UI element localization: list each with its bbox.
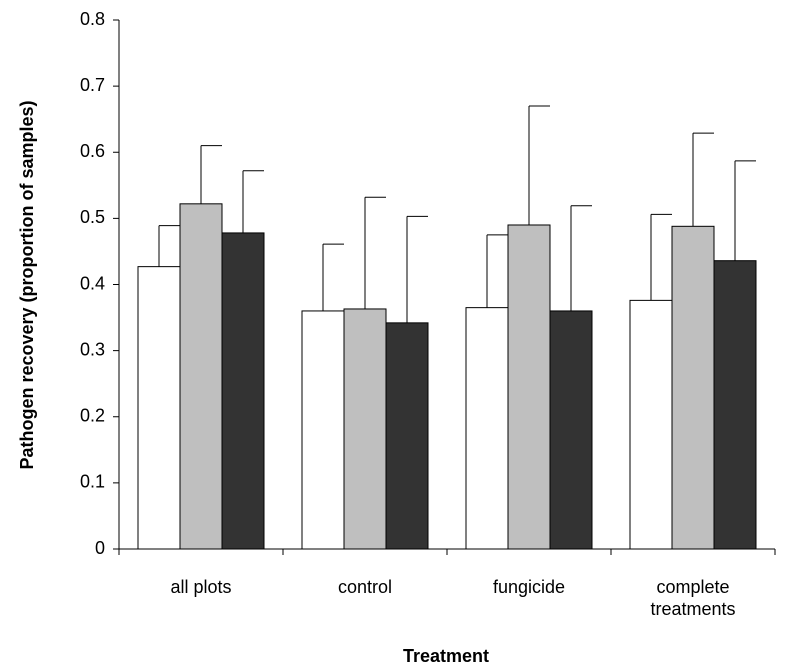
error-bar <box>242 170 264 233</box>
error-bar <box>734 160 756 261</box>
y-tick-label: 0.3 <box>80 339 105 359</box>
y-tick-label: 0.5 <box>80 207 105 227</box>
bar <box>137 266 181 550</box>
bar <box>385 322 429 550</box>
y-tick-label: 0.6 <box>80 141 105 161</box>
bar <box>713 260 757 550</box>
y-tick-label: 0.4 <box>80 273 105 293</box>
x-axis-title: Treatment <box>403 646 489 666</box>
error-bar <box>570 205 592 311</box>
error-bar <box>322 243 344 311</box>
bar <box>301 310 345 550</box>
bar <box>507 224 551 550</box>
y-tick-label: 0.2 <box>80 406 105 426</box>
bar <box>343 308 387 550</box>
error-bar <box>200 145 222 204</box>
y-tick-label: 0 <box>95 538 105 558</box>
error-bar <box>692 132 714 227</box>
error-bar <box>406 215 428 323</box>
bar <box>179 203 223 550</box>
error-bar <box>650 213 672 301</box>
x-tick-label: fungicide <box>492 577 566 597</box>
bar <box>671 225 715 550</box>
x-tick-label: all plots <box>170 577 232 597</box>
y-axis-title: Pathogen recovery (proportion of samples… <box>17 100 37 469</box>
error-bar <box>364 196 386 309</box>
bar <box>629 299 673 550</box>
x-tick-label: control <box>337 577 393 597</box>
bar <box>221 232 265 550</box>
error-bar <box>528 105 550 225</box>
error-bar <box>486 234 508 308</box>
bar <box>549 310 593 550</box>
x-tick-label: complete treatments <box>650 577 736 619</box>
y-tick-label: 0.8 <box>80 9 105 29</box>
bar <box>465 307 509 550</box>
y-tick-label: 0.7 <box>80 75 105 95</box>
error-bar <box>158 225 180 267</box>
y-tick-label: 0.1 <box>80 472 105 492</box>
